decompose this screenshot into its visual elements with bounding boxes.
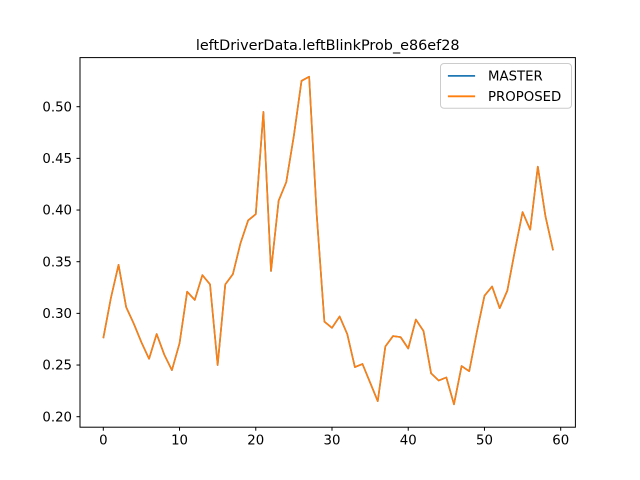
y-tick-label: 0.45 [42,152,72,167]
x-tick-label: 10 [171,434,188,449]
axes-frame [79,57,576,428]
x-tick-label: 20 [247,434,264,449]
legend-label-proposed: PROPOSED [488,90,561,105]
x-axis-ticks: 0 10 20 30 40 50 60 [99,427,569,449]
y-tick-label: 0.30 [42,307,72,322]
legend: MASTER PROPOSED [440,63,572,109]
x-tick-label: 30 [324,434,341,449]
y-axis-ticks: 0.20 0.25 0.30 0.35 0.40 0.45 0.50 [42,100,80,425]
x-tick-label: 40 [400,434,417,449]
data-series [102,75,554,406]
x-tick-label: 0 [99,434,107,449]
legend-label-master: MASTER [488,70,543,85]
y-tick-label: 0.20 [42,410,72,425]
x-tick-label: 60 [552,434,569,449]
series-line-master [102,75,554,406]
series-line-proposed [102,75,554,406]
x-tick-label: 50 [476,434,493,449]
y-tick-label: 0.25 [42,359,72,374]
chart-title: leftDriverData.leftBlinkProb_e86ef28 [196,38,460,54]
y-tick-label: 0.50 [42,100,72,115]
y-tick-label: 0.35 [42,255,72,270]
y-tick-label: 0.40 [42,204,72,219]
